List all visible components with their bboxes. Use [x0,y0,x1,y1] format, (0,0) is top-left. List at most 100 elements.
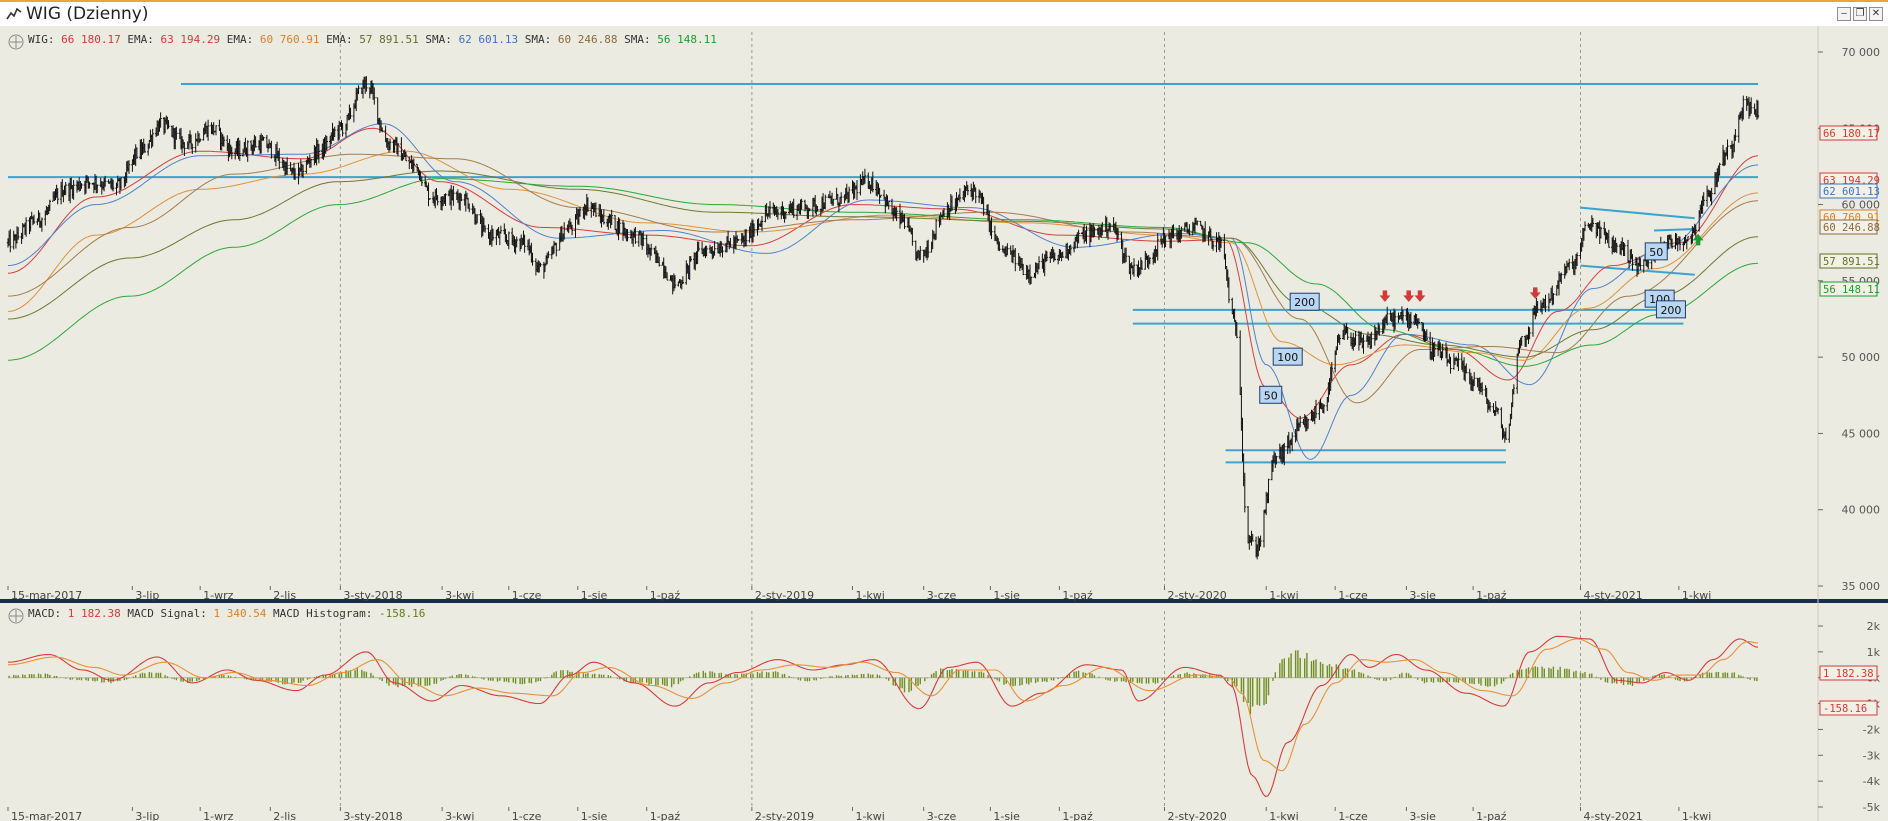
move-handle-icon[interactable] [8,608,24,624]
x-tick-label: 1-wrz [203,589,233,602]
minimize-button[interactable]: ‒ [1837,7,1851,21]
x-tick-label: 3-sty-2018 [343,810,402,821]
x-tick-label: 1-cze [512,810,542,821]
legend-label: EMA: [319,33,359,46]
x-tick-label: 15-mar-2017 [11,589,82,602]
legend-label: EMA: [121,33,161,46]
x-tick-label: 2-sty-2019 [755,589,814,602]
x-tick-label: 1-kwi [1682,810,1711,821]
arrow-up-icon [1692,233,1704,246]
arrow-down-icon [1414,290,1426,303]
window-title: WIG (Dzienny) [26,4,149,24]
price-badge-value: 66 180.17 [1823,128,1880,140]
x-tick-label: 2-lis [273,810,296,821]
y-tick-label: -5k [1863,801,1881,814]
y-tick-label: 60 000 [1842,199,1881,212]
price-ohlc-bars [6,76,1760,560]
chart-area[interactable]: WIG: 66 180.17 EMA: 63 194.29 EMA: 60 76… [0,26,1888,821]
x-tick-label: 3-cze [927,589,957,602]
ma-period-label: 50 [1649,246,1663,259]
macd-badge-box [1819,700,1878,716]
ma-period-box [1644,242,1668,261]
x-tick-label: 3-sty-2018 [343,589,402,602]
price-badge: 62 601.13 [1819,183,1880,199]
x-tick-label: 1-cze [512,589,542,602]
price-badge-box [1819,219,1878,235]
y-tick-label: 45 000 [1842,427,1881,440]
x-tick-label: 1-cze [1338,810,1368,821]
move-handle-icon[interactable] [8,34,24,50]
x-tick-label: 1-paź [1476,589,1507,602]
legend-label: WIG: [28,33,61,46]
x-tick-label: 1-kwi [855,589,884,602]
x-tick-label: 2-sty-2019 [755,810,814,821]
x-tick-label: 1-sie [993,810,1020,821]
x-tick-label: 15-mar-2017 [11,810,82,821]
legend-value: 1 182.38 [68,607,121,620]
y-tick-label: 50 000 [1842,351,1881,364]
x-tick-label: 3-sie [1409,810,1436,821]
macd-badge-value: -158.16 [1823,703,1867,715]
x-tick-label: 1-kwi [1269,810,1298,821]
x-tick-label: 3-lip [135,810,159,821]
legend-value: 60 246.88 [558,33,618,46]
panel-divider[interactable] [0,599,1888,603]
moving-averages [7,123,1759,460]
ma-period-label: 50 [1264,389,1278,402]
y-tick-label: -4k [1863,775,1881,788]
legend-label: SMA: [419,33,459,46]
macd-signal-line [7,638,1759,772]
legend-label: SMA: [518,33,558,46]
ma-period-box [1259,385,1283,404]
ma-period-label: 100 [1277,351,1298,364]
legend-main: WIG: 66 180.17 EMA: 63 194.29 EMA: 60 76… [8,33,717,50]
macd-histogram [8,650,1758,715]
legend-value: 63 194.29 [160,33,220,46]
price-badge-value: 56 148.11 [1823,284,1880,296]
legend-value: -158.16 [379,607,425,620]
legend-value: 57 891.51 [359,33,419,46]
minimize-icon: ‒ [1840,8,1848,19]
legend-label: MACD Histogram: [266,607,379,620]
price-series [6,76,1760,560]
legend-macd: MACD: 1 182.38 MACD Signal: 1 340.54 MAC… [8,607,425,624]
x-tick-label: 4-sty-2021 [1584,589,1643,602]
chart-line-icon [6,7,22,20]
x-tick-label: 2-sty-2020 [1167,589,1226,602]
x-tick-label: 4-sty-2021 [1584,810,1643,821]
price-badge-value: 57 891.51 [1823,256,1880,268]
ma-period-box [1272,347,1303,366]
y-tick-label: 40 000 [1842,504,1881,517]
legend-value: 66 180.17 [61,33,121,46]
x-tick-label: 1-cze [1338,589,1368,602]
svg-text:WIG: 66 180.17 EMA: 63 194.29: WIG: 66 180.17 EMA: 63 194.29 EMA: 60 76… [28,33,717,46]
trend-line [1653,227,1695,232]
macd-badge: -158.16 [1819,700,1878,716]
macd-badge-box [1819,665,1878,681]
y-tick-label: 35 000 [1842,580,1881,593]
x-tick-label: 1-kwi [1682,589,1711,602]
restore-button[interactable]: ❐ [1853,7,1867,21]
x-tick-label: 3-cze [927,810,957,821]
ma-period-box [1289,292,1320,311]
legend-value: 56 148.11 [657,33,717,46]
x-tick-label: 1-paź [650,589,681,602]
legend-value: 60 760.91 [260,33,320,46]
close-button[interactable]: ✕ [1869,7,1883,21]
price-badge-value: 62 601.13 [1823,186,1880,198]
trend-line [1580,206,1695,220]
x-tick-label: 1-wrz [203,810,233,821]
legend-value: 62 601.13 [459,33,519,46]
x-tick-label: 1-paź [1476,810,1507,821]
y-tick-label: -3k [1863,749,1881,762]
level-lines [8,83,1758,464]
arrow-down-icon [1379,290,1391,303]
macd-badge-value: 1 182.38 [1823,668,1874,680]
x-tick-label: 1-sie [581,810,608,821]
price-badge-box [1819,253,1878,269]
price-badge: 66 180.17 [1819,125,1880,141]
x-tick-label: 3-sie [1409,589,1436,602]
x-tick-label: 3-kwi [445,810,474,821]
ma-period-label: 200 [1660,304,1681,317]
